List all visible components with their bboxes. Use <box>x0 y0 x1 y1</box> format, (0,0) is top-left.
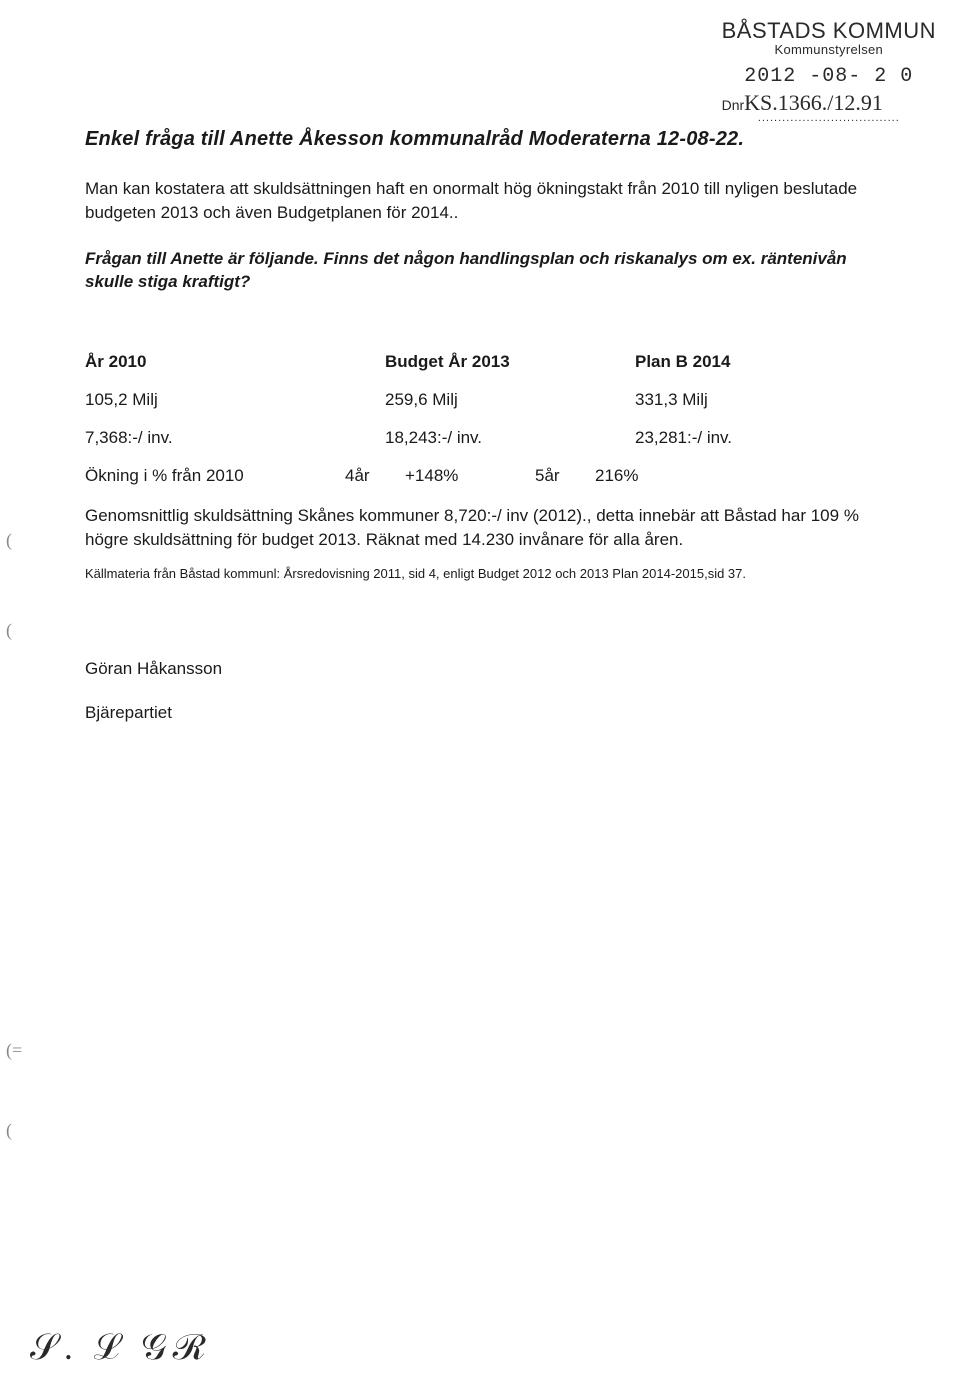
table-header-row: År 2010 Budget År 2013 Plan B 2014 <box>85 352 885 372</box>
received-stamp: BÅSTADS KOMMUN Kommunstyrelsen 2012 -08-… <box>722 18 936 124</box>
table-growth-row: Ökning i % från 2010 4år +148% 5år 216% <box>85 466 885 486</box>
data-table: År 2010 Budget År 2013 Plan B 2014 105,2… <box>85 352 885 486</box>
signer-party: Bjärepartiet <box>85 703 885 723</box>
stamp-dnr-value: KS.1366./12.91 <box>744 90 883 115</box>
cell: 259,6 Milj <box>385 390 635 410</box>
cell: 331,3 Milj <box>635 390 795 410</box>
stamp-org: BÅSTADS KOMMUN <box>722 18 936 44</box>
handwritten-initials: 𝒮. ℒ 𝒢ℛ <box>30 1326 212 1369</box>
stamp-date: 2012 -08- 2 0 <box>722 65 936 88</box>
stamp-dnr-label: Dnr <box>722 97 745 113</box>
document-title: Enkel fråga till Anette Åkesson kommunal… <box>85 128 744 151</box>
header-year-2010: År 2010 <box>85 352 385 372</box>
cell: 7,368:-/ inv. <box>85 428 385 448</box>
question-paragraph: Frågan till Anette är följande. Finns de… <box>85 247 885 295</box>
table-row: 7,368:-/ inv. 18,243:-/ inv. 23,281:-/ i… <box>85 428 885 448</box>
margin-mark: ( <box>6 1120 12 1141</box>
intro-paragraph: Man kan kostatera att skuldsättningen ha… <box>85 177 885 225</box>
cell: Ökning i % från 2010 <box>85 466 345 486</box>
cell: 23,281:-/ inv. <box>635 428 795 448</box>
cell: 216% <box>595 466 755 486</box>
margin-mark: ( <box>6 530 12 551</box>
cell: 105,2 Milj <box>85 390 385 410</box>
summary-paragraph: Genomsnittlig skuldsättning Skånes kommu… <box>85 504 885 552</box>
signature-block: Göran Håkansson Bjärepartiet <box>85 659 885 723</box>
header-budget-2013: Budget År 2013 <box>385 352 635 372</box>
table-row: 105,2 Milj 259,6 Milj 331,3 Milj <box>85 390 885 410</box>
cell: 18,243:-/ inv. <box>385 428 635 448</box>
stamp-dept: Kommunstyrelsen <box>722 42 936 57</box>
stamp-dnr: DnrKS.1366./12.91 <box>722 90 936 116</box>
margin-mark: ( <box>6 620 12 641</box>
cell: +148% <box>405 466 535 486</box>
title-row: Enkel fråga till Anette Åkesson kommunal… <box>85 128 885 151</box>
cell-years: 4år <box>345 466 405 486</box>
source-note: Källmateria från Båstad kommunl: Årsredo… <box>85 566 885 583</box>
signer-name: Göran Håkansson <box>85 659 885 679</box>
header-plan-2014: Plan B 2014 <box>635 352 795 372</box>
margin-mark: (= <box>6 1040 22 1061</box>
cell-years: 5år <box>535 466 595 486</box>
